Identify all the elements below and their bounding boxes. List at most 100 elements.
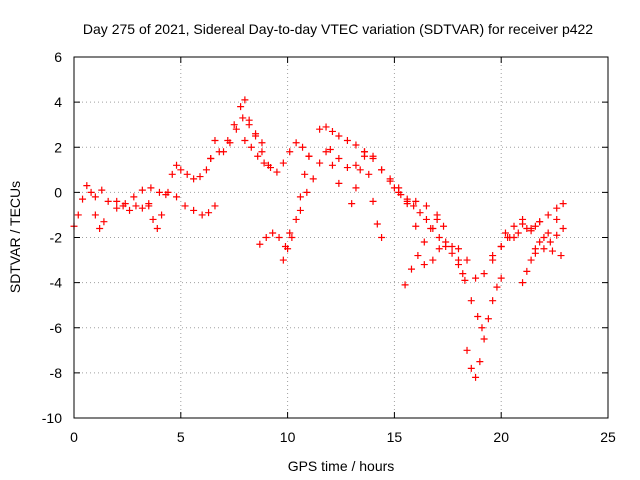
data-point <box>292 139 300 147</box>
x-axis-label: GPS time / hours <box>288 458 395 474</box>
data-point <box>237 103 245 111</box>
series-arc-10 <box>256 229 294 251</box>
data-point <box>220 148 228 156</box>
data-point <box>190 206 198 214</box>
data-point <box>463 346 471 354</box>
y-tick-label: -10 <box>42 410 62 426</box>
data-point <box>527 227 535 235</box>
data-point <box>422 202 430 210</box>
data-point <box>98 186 106 194</box>
data-point <box>480 335 488 343</box>
data-point <box>410 202 418 210</box>
data-point <box>113 204 121 212</box>
series-arc-24 <box>501 215 561 241</box>
data-point <box>536 218 544 226</box>
data-point <box>132 202 140 210</box>
data-point <box>226 139 234 147</box>
data-point <box>510 234 518 241</box>
data-point <box>303 188 311 196</box>
data-point <box>442 238 450 246</box>
data-point <box>519 220 527 228</box>
data-point <box>544 229 552 237</box>
data-point <box>369 152 377 160</box>
data-point <box>510 222 518 230</box>
data-point <box>548 247 556 255</box>
data-point <box>305 152 313 160</box>
y-axis-label: SDTVAR / TECUs <box>7 181 23 293</box>
y-tick-label: -2 <box>50 230 63 246</box>
data-point <box>205 209 213 217</box>
data-point <box>536 238 544 246</box>
data-point <box>335 179 343 187</box>
series-arc-9 <box>241 136 313 176</box>
data-point <box>365 170 373 178</box>
data-point <box>480 270 488 278</box>
data-point <box>198 211 206 219</box>
data-point <box>113 197 121 205</box>
data-point <box>202 166 210 174</box>
data-point <box>540 245 548 253</box>
data-point <box>269 229 277 237</box>
data-point <box>279 256 287 264</box>
data-point <box>472 274 480 282</box>
x-tick-label: 10 <box>280 429 296 445</box>
data-point <box>523 267 531 275</box>
data-point <box>284 245 292 253</box>
data-point <box>559 200 567 208</box>
series-arc-19 <box>463 274 505 381</box>
data-point <box>489 252 497 260</box>
data-point <box>138 204 146 212</box>
data-point <box>403 197 411 205</box>
series-arc-22 <box>519 224 567 287</box>
series-arc-11 <box>279 152 313 264</box>
series-arc-6 <box>173 193 219 219</box>
data-point <box>440 222 448 230</box>
ticks-layer: 0 5 10 15 20 25 -10 -8 -6 -4 -2 0 2 4 6 <box>42 49 616 445</box>
y-tick-label: -8 <box>50 365 63 381</box>
data-point <box>463 256 471 264</box>
data-point <box>433 215 441 223</box>
data-point <box>373 220 381 228</box>
data-point <box>553 215 561 223</box>
data-point <box>241 96 249 104</box>
data-point <box>153 224 161 232</box>
data-point <box>288 234 296 241</box>
data-point <box>356 166 364 174</box>
data-point <box>531 249 539 257</box>
data-points-layer <box>70 96 567 381</box>
x-tick-label: 25 <box>600 429 616 445</box>
data-point <box>196 173 204 181</box>
data-point <box>267 164 275 172</box>
series-arc-2 <box>91 184 170 212</box>
data-point <box>420 261 428 269</box>
data-point <box>211 136 219 144</box>
data-point <box>104 197 112 205</box>
data-point <box>87 188 95 196</box>
data-point <box>343 164 351 172</box>
data-point <box>254 152 262 160</box>
data-point <box>252 130 260 138</box>
data-point <box>273 168 281 176</box>
data-point <box>286 148 294 156</box>
data-point <box>190 175 198 183</box>
data-point <box>497 243 505 251</box>
data-point <box>348 200 356 208</box>
data-point <box>230 121 238 129</box>
data-point <box>343 136 351 144</box>
data-point <box>74 211 82 219</box>
data-point <box>138 186 146 194</box>
x-tick-label: 20 <box>493 429 509 445</box>
x-tick-label: 15 <box>387 429 403 445</box>
series-arc-16 <box>390 184 486 332</box>
data-point <box>126 206 134 214</box>
data-point <box>390 184 398 192</box>
data-point <box>467 364 475 372</box>
data-point <box>183 170 191 178</box>
data-point <box>472 373 480 381</box>
y-tick-label: 0 <box>54 184 62 200</box>
data-point <box>493 283 501 291</box>
data-point <box>401 281 409 289</box>
data-point <box>407 265 415 273</box>
y-tick-label: -4 <box>50 275 63 291</box>
data-point <box>292 215 300 223</box>
